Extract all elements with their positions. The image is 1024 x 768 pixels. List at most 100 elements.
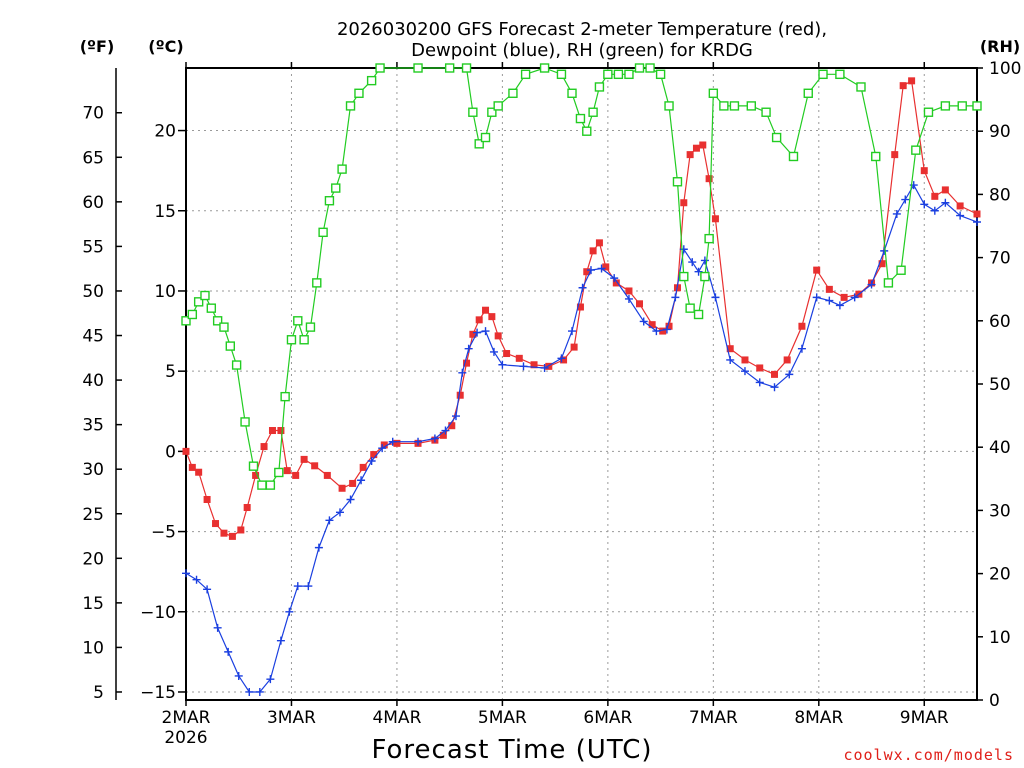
- dewpoint-point: [213, 623, 222, 632]
- rh-point: [181, 316, 191, 326]
- dewpoint-point: [694, 267, 703, 276]
- rh-tick-label: 60: [989, 312, 1011, 332]
- temperature-point: [589, 247, 597, 255]
- rh-point: [704, 233, 714, 244]
- temperature-point: [188, 463, 196, 471]
- celsius-tick-label: 0: [165, 442, 176, 462]
- rh-point: [679, 271, 689, 282]
- dewpoint-point: [825, 296, 834, 305]
- dewpoint-point: [624, 294, 633, 303]
- temperature-point: [545, 362, 553, 370]
- temperature-point: [370, 451, 378, 459]
- rh-point: [354, 88, 364, 98]
- dewpoint-point: [304, 582, 313, 591]
- temperature-point: [439, 431, 447, 439]
- temperature-point: [595, 239, 603, 247]
- celsius-tick-label: −15: [140, 683, 176, 703]
- rh-point: [286, 335, 297, 345]
- temperature-point: [243, 504, 251, 512]
- rh-point: [345, 101, 356, 111]
- dewpoint-point: [464, 344, 473, 353]
- temperature-point: [220, 529, 228, 537]
- dewpoint-point: [519, 362, 528, 371]
- x-tick-year: 2026: [164, 728, 207, 748]
- x-tick-label: 7MAR: [689, 708, 738, 728]
- temperature-point: [612, 279, 620, 287]
- dewpoint-point: [586, 266, 595, 275]
- temperature-point: [973, 210, 981, 218]
- temperature-point: [920, 167, 928, 175]
- temperature-point: [840, 293, 848, 301]
- dewpoint-point: [414, 437, 423, 446]
- rh-point: [624, 69, 634, 80]
- rh-tick-label: 10: [989, 628, 1011, 648]
- temperature-point: [359, 463, 367, 471]
- dewpoint-point: [203, 585, 212, 594]
- rh-point: [200, 290, 210, 301]
- chart-title-line2: Dewpoint (blue), RH (green) for KRDG: [411, 40, 753, 61]
- dewpoint-point: [941, 198, 950, 207]
- rh-point: [324, 196, 335, 206]
- fahrenheit-tick-label: 20: [82, 549, 104, 569]
- temperature-point: [469, 330, 477, 338]
- fahrenheit-tick-label: 15: [82, 594, 104, 614]
- celsius-tick-label: 20: [154, 122, 176, 142]
- left-unit-celsius: (ºC): [148, 37, 183, 56]
- rh-point: [940, 101, 951, 111]
- dewpoint-point: [314, 543, 323, 552]
- rh-point: [225, 341, 235, 351]
- temperature-point: [636, 300, 644, 308]
- temperature-point: [680, 199, 688, 207]
- dewpoint-point: [293, 582, 302, 591]
- dewpoint-point: [481, 327, 490, 336]
- dewpoint-point: [578, 283, 587, 292]
- dewpoint-point: [671, 293, 680, 302]
- dewpoint-point: [597, 264, 606, 273]
- rh-point: [413, 63, 423, 73]
- temperature-point: [625, 287, 633, 295]
- dewpoint-point: [540, 363, 549, 372]
- dewpoint-point: [679, 245, 688, 254]
- x-tick-label: 2MAR: [162, 708, 211, 728]
- temperature-point: [602, 263, 610, 271]
- dewpoint-point: [688, 258, 697, 267]
- rh-point: [331, 183, 341, 193]
- temperature-point: [463, 359, 471, 367]
- rh-point: [883, 278, 894, 288]
- dewpoint-point: [785, 370, 794, 379]
- rh-point: [508, 88, 518, 98]
- temperature-point: [252, 471, 260, 479]
- rh-tick-label: 80: [989, 185, 1011, 205]
- rh-point: [312, 278, 322, 288]
- rh-point: [957, 101, 967, 111]
- temperature-point: [899, 82, 907, 90]
- temperature-point: [798, 322, 806, 330]
- temperature-point: [931, 192, 939, 200]
- plot-frame: [185, 67, 978, 701]
- x-tick-label: 6MAR: [583, 708, 632, 728]
- rh-point: [719, 101, 729, 111]
- dewpoint-point: [388, 437, 397, 446]
- rh-point: [212, 316, 223, 326]
- series-layer: [181, 63, 982, 696]
- fahrenheit-tick-label: 65: [82, 148, 104, 168]
- dewpoint-point: [245, 687, 254, 696]
- dewpoint-point: [266, 675, 275, 684]
- rh-point: [700, 271, 710, 282]
- rh-point: [871, 151, 881, 162]
- rh-point: [293, 316, 303, 326]
- rh-point: [248, 461, 259, 471]
- dewpoint-point: [367, 456, 376, 465]
- rh-tick-label: 30: [989, 501, 1011, 521]
- x-tick-label: 3MAR: [267, 708, 316, 728]
- rh-point: [582, 126, 592, 136]
- dewpoint-point: [639, 317, 648, 326]
- temperature-point: [583, 268, 591, 276]
- temperature-point: [665, 322, 673, 330]
- rh-point: [729, 101, 740, 111]
- dewpoint-point: [930, 206, 939, 215]
- rh-point: [972, 101, 982, 111]
- temperature-point: [503, 350, 511, 358]
- rh-point: [594, 82, 605, 92]
